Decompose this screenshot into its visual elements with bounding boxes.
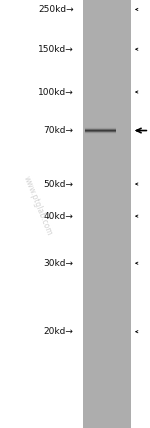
Text: 40kd→: 40kd→ bbox=[44, 211, 74, 221]
Text: 250kd→: 250kd→ bbox=[38, 5, 74, 14]
Text: 50kd→: 50kd→ bbox=[44, 179, 74, 189]
Text: 20kd→: 20kd→ bbox=[44, 327, 74, 336]
Bar bbox=[83, 0, 131, 428]
Text: 150kd→: 150kd→ bbox=[38, 45, 74, 54]
Text: 30kd→: 30kd→ bbox=[44, 259, 74, 268]
Text: 100kd→: 100kd→ bbox=[38, 87, 74, 97]
Text: www.ptglab.com: www.ptglab.com bbox=[21, 174, 54, 237]
Text: 70kd→: 70kd→ bbox=[44, 126, 74, 135]
